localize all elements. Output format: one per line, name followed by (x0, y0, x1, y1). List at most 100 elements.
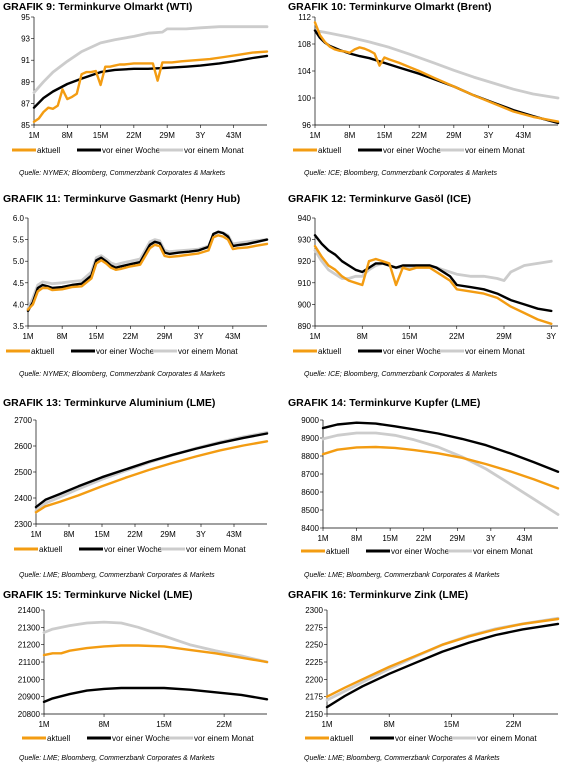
series-line-vor-einer-woche (313, 234, 553, 313)
chart-source: Quelle: LME; Bloomberg, Commerzbank Corp… (19, 755, 215, 762)
chart-svg: 8400 8500 8600 8700 8800 8900 9000 1M 8M 15M 22M 29… (301, 416, 560, 556)
series-line-vor-einer-woche (26, 230, 269, 313)
x-tick-label: 29M (159, 131, 175, 140)
x-tick-label: 22M (506, 720, 522, 729)
y-tick-label: 900 (298, 300, 312, 309)
chart-panel-henry-hub: GRAFIK 11: Terminkurve Gasmarkt (Henry H… (3, 192, 278, 380)
x-tick-label: 43M (516, 131, 532, 140)
legend-label: vor einem Monat (477, 734, 537, 743)
legend-label: vor einem Monat (473, 547, 533, 556)
x-tick-label: 1M (317, 534, 328, 543)
legend-label: vor einem Monat (465, 347, 525, 356)
y-tick-label: 2200 (305, 675, 323, 684)
chart-svg: 96 100 104 108 112 1M 8M 15M 22M 29M 3Y 43M aktuell v… (293, 13, 560, 155)
series-line-aktuell (321, 445, 560, 490)
chart-svg: 890 900 910 920 930 940 1M 8M 15M 22M 29M 3Y aktuell… (293, 214, 558, 356)
x-tick-label: 8M (344, 131, 355, 140)
y-tick-label: 8700 (301, 470, 319, 479)
chart-panel-brent: GRAFIK 10: Terminkurve Olmarkt (Brent) 9… (288, 0, 562, 188)
x-tick-label: 22M (411, 131, 427, 140)
series-line-vor-einer-woche (42, 686, 269, 704)
chart-panel-gasoil: GRAFIK 12: Terminkurve Gasöl (ICE) 890 90… (288, 192, 562, 380)
y-tick-label: 87 (21, 99, 30, 108)
chart-source: Quelle: ICE; Bloomberg, Commerzbank Corp… (304, 371, 497, 378)
series-line-vor-einer-woche (313, 29, 560, 125)
legend-label: aktuell (39, 545, 62, 554)
y-tick-label: 2500 (14, 468, 32, 477)
series-line-vor-einer-woche (321, 421, 560, 474)
chart-source: Quelle: LME; Bloomberg, Commerzbank Corp… (19, 572, 215, 579)
y-tick-label: 910 (298, 279, 312, 288)
y-tick-label: 8500 (301, 506, 319, 515)
legend-label: aktuell (31, 347, 54, 356)
y-tick-label: 5.0 (13, 257, 25, 266)
legend-label: vor einem Monat (186, 545, 246, 554)
chart-title: GRAFIK 14: Terminkurve Kupfer (LME) (288, 397, 481, 409)
y-tick-label: 930 (298, 236, 312, 245)
y-tick-label: 3.5 (13, 322, 25, 331)
y-tick-label: 2250 (305, 641, 323, 650)
chart-title: GRAFIK 10: Terminkurve Olmarkt (Brent) (288, 1, 492, 13)
series-line-aktuell (313, 21, 560, 123)
legend-label: vor einer Woche (395, 734, 454, 743)
chart-source: Quelle: ICE; Bloomberg, Commerzbank Corp… (304, 170, 497, 177)
chart-source: Quelle: LME; Bloomberg, Commerzbank Corp… (304, 572, 500, 579)
x-tick-label: 15M (93, 131, 109, 140)
y-tick-label: 2150 (305, 710, 323, 719)
x-tick-label: 29M (157, 332, 173, 341)
y-tick-label: 9000 (301, 416, 319, 425)
y-tick-label: 2600 (14, 442, 32, 451)
x-tick-label: 15M (156, 720, 172, 729)
y-tick-label: 21000 (18, 675, 41, 684)
x-tick-label: 1M (321, 720, 332, 729)
chart-panel-nickel: GRAFIK 15: Terminkurve Nickel (LME) 2080… (3, 588, 278, 776)
y-tick-label: 920 (298, 257, 312, 266)
x-tick-label: 3Y (196, 530, 206, 539)
chart-panel-zink: GRAFIK 16: Terminkurve Zink (LME) 2150 21… (288, 588, 562, 776)
series-line-vor-einer-woche (34, 432, 269, 509)
y-tick-label: 20900 (18, 693, 41, 702)
chart-title: GRAFIK 15: Terminkurve Nickel (LME) (3, 589, 193, 601)
y-tick-label: 2300 (14, 520, 32, 529)
series-line-aktuell (34, 440, 269, 514)
y-tick-label: 2225 (305, 658, 323, 667)
legend-label: vor einem Monat (465, 146, 525, 155)
legend-label: aktuell (326, 547, 349, 556)
legend-label: vor einer Woche (102, 146, 161, 155)
series-line-vor-einem-monat (32, 25, 269, 94)
y-tick-label: 91 (21, 56, 30, 65)
chart-svg: 2300 2400 2500 2600 2700 1M 8M 15M 22M 29M 3Y 43M ak… (14, 416, 269, 554)
y-tick-label: 8900 (301, 434, 319, 443)
legend-label: vor einer Woche (96, 347, 155, 356)
x-tick-label: 22M (449, 332, 465, 341)
x-tick-label: 22M (123, 332, 139, 341)
series-line-aktuell (313, 244, 553, 326)
legend-label: vor einer Woche (383, 347, 442, 356)
y-tick-label: 2275 (305, 623, 323, 632)
series-line-vor-einem-monat (42, 620, 269, 664)
chart-title: GRAFIK 11: Terminkurve Gasmarkt (Henry H… (3, 193, 241, 205)
y-tick-label: 8800 (301, 452, 319, 461)
series-line-aktuell (325, 617, 560, 698)
legend-label: aktuell (330, 734, 353, 743)
legend-label: aktuell (37, 146, 60, 155)
y-tick-label: 2700 (14, 416, 32, 425)
x-tick-label: 1M (30, 530, 41, 539)
x-tick-label: 3Y (484, 131, 494, 140)
legend-label: vor einer Woche (391, 547, 450, 556)
y-tick-label: 93 (21, 35, 30, 44)
series-line-vor-einer-woche (32, 54, 269, 109)
legend-label: vor einer Woche (112, 734, 171, 743)
x-tick-label: 3Y (196, 131, 206, 140)
x-tick-label: 3Y (486, 534, 496, 543)
y-tick-label: 85 (21, 121, 30, 130)
x-tick-label: 43M (226, 530, 242, 539)
y-tick-label: 21100 (18, 658, 40, 667)
legend-label: vor einem Monat (184, 146, 244, 155)
x-tick-label: 15M (444, 720, 460, 729)
series-line-aktuell (32, 50, 269, 124)
y-tick-label: 6.0 (13, 214, 25, 223)
x-tick-label: 15M (94, 530, 110, 539)
chart-svg: 3.5 4.0 4.5 5.0 5.5 6.0 1M 8M 15M 22M 29M 3Y 43M aktu… (6, 214, 269, 356)
y-tick-label: 8600 (301, 488, 319, 497)
